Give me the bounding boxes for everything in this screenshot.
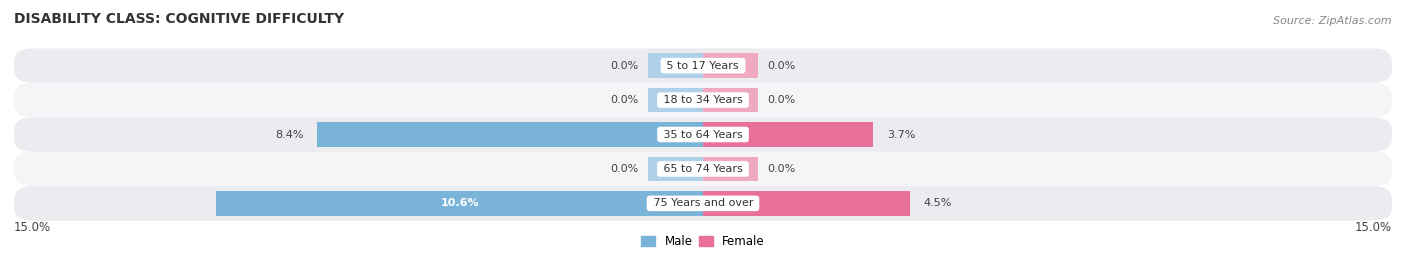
Text: 18 to 34 Years: 18 to 34 Years: [659, 95, 747, 105]
FancyBboxPatch shape: [14, 117, 1392, 152]
FancyBboxPatch shape: [14, 48, 1392, 83]
Text: 0.0%: 0.0%: [768, 164, 796, 174]
Bar: [648, 88, 703, 112]
Bar: [648, 53, 703, 78]
Bar: [703, 191, 910, 216]
Text: 5 to 17 Years: 5 to 17 Years: [664, 61, 742, 71]
Text: 0.0%: 0.0%: [610, 61, 638, 71]
Text: 0.0%: 0.0%: [768, 61, 796, 71]
Text: 15.0%: 15.0%: [1355, 221, 1392, 234]
Text: 65 to 74 Years: 65 to 74 Years: [659, 164, 747, 174]
FancyBboxPatch shape: [14, 83, 1392, 117]
Text: 0.0%: 0.0%: [610, 164, 638, 174]
Bar: [703, 122, 873, 147]
Bar: [703, 53, 758, 78]
FancyBboxPatch shape: [14, 186, 1392, 221]
Text: 75 Years and over: 75 Years and over: [650, 198, 756, 208]
Text: Source: ZipAtlas.com: Source: ZipAtlas.com: [1274, 16, 1392, 26]
Bar: [648, 157, 703, 181]
Text: 8.4%: 8.4%: [276, 129, 304, 140]
Bar: [703, 88, 758, 112]
Bar: [703, 157, 758, 181]
Text: 0.0%: 0.0%: [768, 95, 796, 105]
Text: DISABILITY CLASS: COGNITIVE DIFFICULTY: DISABILITY CLASS: COGNITIVE DIFFICULTY: [14, 12, 344, 26]
FancyBboxPatch shape: [14, 152, 1392, 186]
Text: 10.6%: 10.6%: [440, 198, 479, 208]
Bar: [318, 122, 703, 147]
Legend: Male, Female: Male, Female: [637, 230, 769, 253]
Text: 0.0%: 0.0%: [610, 95, 638, 105]
Text: 35 to 64 Years: 35 to 64 Years: [659, 129, 747, 140]
Bar: [217, 191, 703, 216]
Text: 3.7%: 3.7%: [887, 129, 915, 140]
Text: 15.0%: 15.0%: [14, 221, 51, 234]
Text: 4.5%: 4.5%: [924, 198, 952, 208]
